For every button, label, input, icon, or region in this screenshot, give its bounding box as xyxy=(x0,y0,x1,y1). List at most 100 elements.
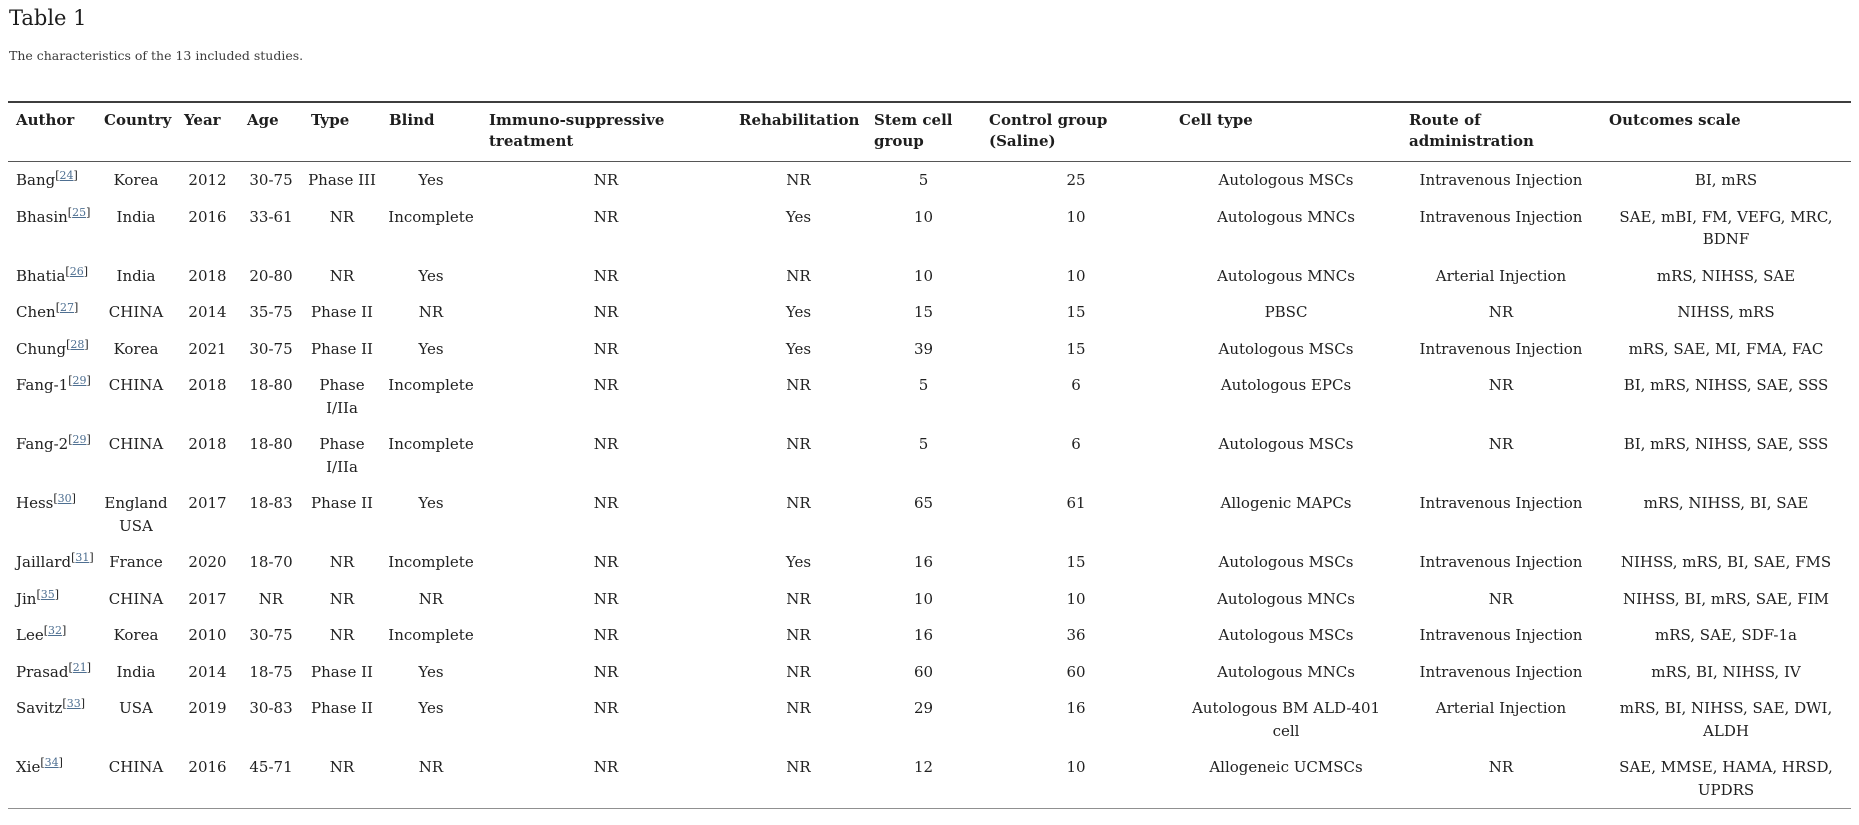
cell-stem: 10 xyxy=(913,266,934,285)
cell-cell_type: Allogenic MAPCs xyxy=(1220,494,1352,513)
cell-rehab: NR xyxy=(786,266,811,285)
reference-superscript: [29] xyxy=(68,433,91,447)
cell-blind: Incomplete xyxy=(388,376,474,395)
cell-outcomes: mRS, BI, NIHSS, SAE, DWI, ALDH xyxy=(1619,699,1833,740)
reference-link[interactable]: 21 xyxy=(72,660,87,674)
reference-link[interactable]: 25 xyxy=(72,205,87,219)
reference-link[interactable]: 35 xyxy=(40,587,55,601)
cell-author: Chung[28] xyxy=(8,331,96,368)
cell-age: 18-80 xyxy=(249,435,293,454)
cell-stem: 65 xyxy=(913,494,934,513)
cell-outcomes: mRS, NIHSS, SAE xyxy=(1656,266,1796,285)
cell-cell_type: Autologous BM ALD-401 cell xyxy=(1191,699,1381,740)
cell-route: Intravenous Injection xyxy=(1419,553,1583,572)
cell-year: 2017 xyxy=(188,494,227,513)
cell-control: 10 xyxy=(1066,758,1086,777)
cell-age: 30-75 xyxy=(249,171,293,190)
cell-outcomes: BI, mRS, NIHSS, SAE, SSS xyxy=(1623,376,1829,395)
cell-age: 18-83 xyxy=(249,494,293,513)
cell-author: Fang-1[29] xyxy=(8,367,96,426)
cell-immuno: NR xyxy=(593,589,619,608)
cell-age: 45-71 xyxy=(249,758,293,777)
cell-immuno: NR xyxy=(593,207,619,226)
table-row: Jin[35] CHINA 2017 NR NR NR NR NR 10 10 Autologous… xyxy=(8,581,1851,618)
reference-link[interactable]: 32 xyxy=(48,624,63,638)
table-row: Bhasin[25] India 2016 33-61 NR Incomplete NR Ye… xyxy=(8,199,1851,258)
reference-superscript: [28] xyxy=(66,337,89,351)
header-row: Author Country Year Age Type Blind Immuno-supp… xyxy=(8,102,1851,162)
reference-link[interactable]: 34 xyxy=(44,756,59,770)
cell-author: Prasad[21] xyxy=(8,654,96,691)
cell-country: USA xyxy=(119,699,153,718)
reference-superscript: [34] xyxy=(40,756,63,770)
cell-control: 15 xyxy=(1066,303,1086,322)
article-table-page: Table 1 The characteristics of the 13 in… xyxy=(0,6,1859,825)
cell-cell_type: Autologous MNCs xyxy=(1217,207,1355,226)
cell-age: 30-75 xyxy=(249,626,293,645)
reference-link[interactable]: 33 xyxy=(66,697,81,711)
reference-superscript: [21] xyxy=(68,660,92,674)
cell-author: Bhatia[26] xyxy=(8,258,96,295)
cell-country: CHINA xyxy=(108,589,164,608)
reference-link[interactable]: 30 xyxy=(57,492,72,506)
cell-blind: NR xyxy=(418,303,444,322)
cell-type: Phase II xyxy=(311,339,373,358)
table-row: Fang-2[29] CHINA 2018 18-80 Phase I/IIa Incom… xyxy=(8,426,1851,485)
cell-rehab: NR xyxy=(786,435,811,454)
reference-superscript: [25] xyxy=(67,205,91,219)
table-row: Savitz[33] USA 2019 30-83 Phase II Yes NR NR 29 1… xyxy=(8,690,1851,749)
cell-country: England USA xyxy=(104,494,168,535)
column-header-country: Country xyxy=(104,111,172,130)
cell-control: 10 xyxy=(1066,207,1086,226)
reference-link[interactable]: 27 xyxy=(59,301,74,315)
reference-link[interactable]: 28 xyxy=(70,337,85,351)
cell-stem: 60 xyxy=(913,662,934,681)
cell-rehab: NR xyxy=(786,758,811,777)
cell-stem: 29 xyxy=(913,699,934,718)
cell-route: Intravenous Injection xyxy=(1419,339,1583,358)
cell-stem: 5 xyxy=(918,171,929,190)
reference-link[interactable]: 24 xyxy=(59,169,74,183)
cell-age: NR xyxy=(258,589,284,608)
reference-link[interactable]: 29 xyxy=(72,433,87,447)
table-row: Xie[34] CHINA 2016 45-71 NR NR NR NR 12 10 Allogen… xyxy=(8,749,1851,809)
reference-superscript: [30] xyxy=(53,492,76,506)
cell-type: NR xyxy=(329,758,355,777)
reference-superscript: [31] xyxy=(71,551,94,565)
cell-country: France xyxy=(109,553,163,572)
cell-country: Korea xyxy=(113,171,159,190)
table-row: Hess[30] England USA 2017 18-83 Phase II Yes N… xyxy=(8,485,1851,544)
cell-country: CHINA xyxy=(108,376,164,395)
reference-superscript: [24] xyxy=(55,169,78,183)
author-name: Fang-1 xyxy=(16,376,69,395)
reference-superscript: [35] xyxy=(36,587,60,601)
cell-stem: 15 xyxy=(913,303,934,322)
reference-link[interactable]: 26 xyxy=(69,264,84,278)
reference-link[interactable]: 31 xyxy=(75,551,90,565)
cell-rehab: NR xyxy=(786,626,811,645)
column-header-rehab: Rehabilitation xyxy=(739,111,860,130)
cell-route: Arterial Injection xyxy=(1435,266,1567,285)
cell-author: Bhasin[25] xyxy=(8,199,96,258)
cell-author: Hess[30] xyxy=(8,485,96,544)
author-name: Chen xyxy=(16,303,56,322)
cell-immuno: NR xyxy=(593,626,619,645)
cell-cell_type: Autologous MSCs xyxy=(1218,553,1354,572)
reference-link[interactable]: 29 xyxy=(72,374,87,388)
cell-immuno: NR xyxy=(593,266,619,285)
cell-immuno: NR xyxy=(593,553,619,572)
cell-year: 2014 xyxy=(188,662,227,681)
cell-route: Intravenous Injection xyxy=(1419,662,1583,681)
cell-year: 2012 xyxy=(188,171,227,190)
cell-rehab: NR xyxy=(786,494,811,513)
cell-cell_type: PBSC xyxy=(1264,303,1308,322)
cell-blind: NR xyxy=(418,589,444,608)
cell-route: NR xyxy=(1488,303,1514,322)
cell-route: NR xyxy=(1488,589,1514,608)
cell-country: Korea xyxy=(113,339,159,358)
cell-country: India xyxy=(116,662,156,681)
cell-cell_type: Autologous MSCs xyxy=(1218,435,1354,454)
cell-route: Intravenous Injection xyxy=(1419,626,1583,645)
cell-age: 18-80 xyxy=(249,376,293,395)
table-row: Chen[27] CHINA 2014 35-75 Phase II NR NR Yes 15 1… xyxy=(8,294,1851,331)
